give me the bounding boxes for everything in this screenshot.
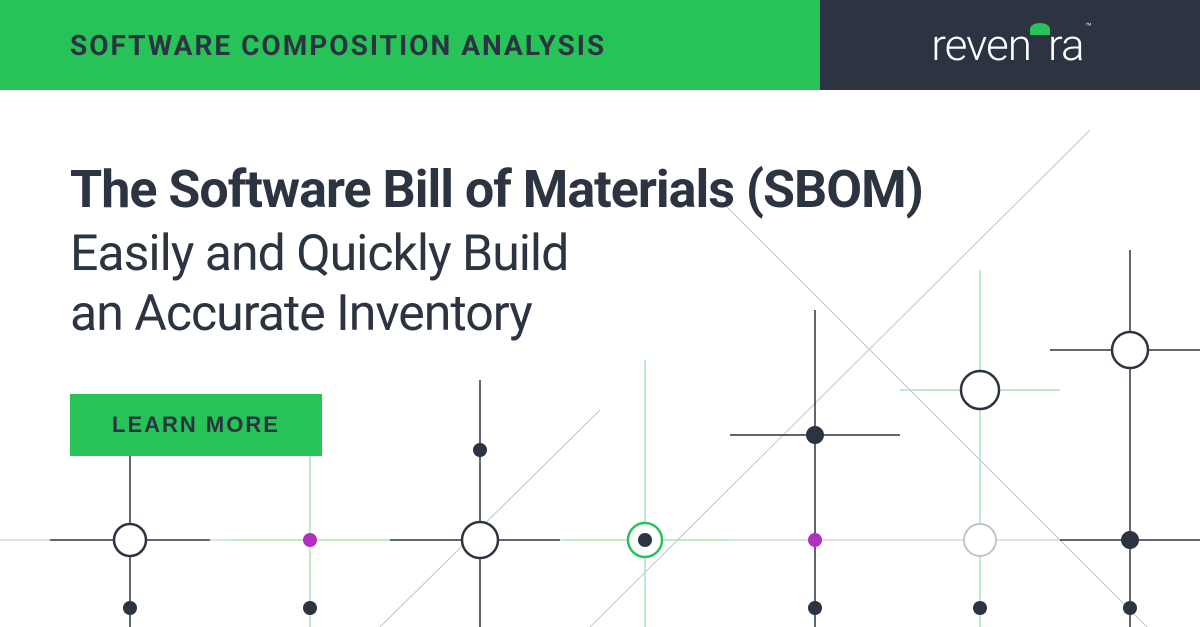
category-label: SOFTWARE COMPOSITION ANALYSIS	[70, 29, 606, 62]
header-bar: SOFTWARE COMPOSITION ANALYSIS reven ra ™	[0, 0, 1200, 90]
brand-logo: reven ra ™	[931, 19, 1088, 71]
header-brand-band: reven ra ™	[820, 0, 1200, 90]
page-subtitle: Easily and Quickly Build an Accurate Inv…	[70, 224, 1130, 344]
brand-leaf-icon	[1030, 23, 1050, 35]
brand-text-part2: ra	[1048, 19, 1084, 71]
brand-text-part1: reven	[931, 19, 1031, 71]
header-category-band: SOFTWARE COMPOSITION ANALYSIS	[0, 0, 820, 90]
subtitle-line-2: an Accurate Inventory	[70, 284, 1130, 344]
page-title: The Software Bill of Materials (SBOM)	[70, 160, 1130, 220]
brand-trademark: ™	[1086, 22, 1091, 33]
main-content: The Software Bill of Materials (SBOM) Ea…	[0, 90, 1200, 456]
learn-more-button[interactable]: LEARN MORE	[70, 394, 322, 456]
subtitle-line-1: Easily and Quickly Build	[70, 224, 1130, 284]
